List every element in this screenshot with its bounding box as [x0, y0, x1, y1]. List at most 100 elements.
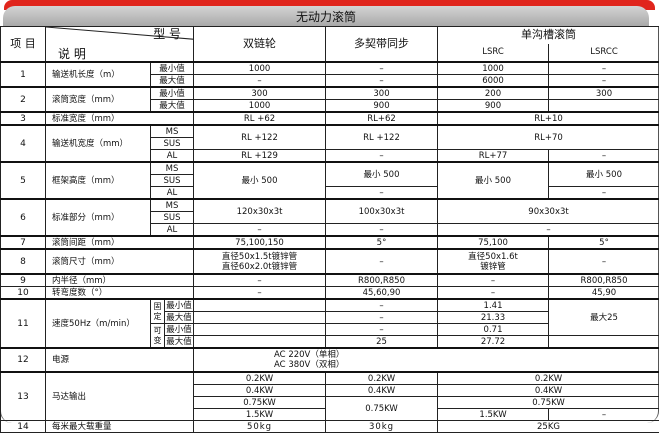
table-row: 1 输送机长度（m） 最小值 1000–1000–	[1, 62, 659, 75]
cell: –	[194, 75, 326, 88]
sub-label: SUS	[151, 138, 194, 150]
header-desc: 说 明	[58, 49, 86, 59]
header-model: 型 号	[153, 29, 181, 39]
cell: 90x30x3t	[438, 199, 659, 224]
cell: 75,100,150	[194, 236, 326, 249]
header-col-double-sprocket: 双链轮	[194, 27, 326, 63]
header-item: 项 目	[1, 27, 46, 63]
cell-line: 直径50x1.5t镀锌管	[194, 252, 325, 262]
row-number: 12	[1, 348, 46, 372]
row-number: 3	[1, 112, 46, 125]
sub-label: MS	[151, 162, 194, 175]
cell-line: AC 220V（单相）	[274, 350, 659, 360]
sub-label: 最大值	[165, 312, 194, 324]
cell: 200	[438, 87, 549, 100]
sub-label: AL	[151, 224, 194, 237]
table-row: 10 转弯度数（°） –45,60,90–45,90	[1, 287, 659, 300]
row-number: 11	[1, 299, 46, 348]
cell: 0.71	[438, 324, 549, 336]
table-row: 8 滚筒尺寸（mm） 直径50x1.5t镀锌管直径60x2.0t镀锌管 – 直径…	[1, 249, 659, 274]
cell: 75,100	[438, 236, 549, 249]
cell: R800,R850	[326, 274, 438, 287]
row-number: 8	[1, 249, 46, 274]
cell: –	[326, 224, 438, 237]
cell: –	[438, 224, 659, 237]
sub-group-label: 固定	[151, 299, 165, 324]
cell: 0.75KW	[194, 397, 326, 409]
cell-line: AC 380V（双相）	[274, 360, 659, 370]
sub-group-label: 可变	[151, 324, 165, 349]
cell-line: 直径60x2.0t镀锌管	[194, 262, 325, 272]
cell: 50kg	[194, 421, 326, 433]
cell: 0.2KW	[194, 372, 326, 385]
sub-label: 最小值	[151, 87, 194, 100]
header-col-lsrcc: LSRCC	[549, 44, 659, 62]
cell: 1.41	[438, 299, 549, 312]
cell: 最大25	[549, 299, 659, 336]
row-label: 滚筒宽度（mm）	[46, 87, 151, 112]
cell: 1.5KW	[194, 409, 326, 421]
cell: 300	[549, 87, 659, 100]
sub-label: 最小值	[151, 62, 194, 75]
cell: –	[549, 62, 659, 75]
cell: –	[326, 249, 438, 274]
row-number: 2	[1, 87, 46, 112]
cell: 120x30x3t	[194, 199, 326, 224]
cell: 最小 500	[549, 162, 659, 187]
cell: RL+77	[438, 150, 549, 163]
sub-label: SUS	[151, 212, 194, 224]
cell: RL+70	[438, 125, 659, 150]
cell: 25	[326, 336, 438, 349]
cell	[549, 100, 659, 113]
row-number: 10	[1, 287, 46, 300]
row-label: 每米最大载重量	[46, 421, 194, 433]
cell: –	[549, 150, 659, 163]
cell: RL +129	[194, 150, 326, 163]
cell: 0.4KW	[326, 385, 438, 397]
cell: –	[549, 187, 659, 200]
cell-line: 镀锌管	[438, 262, 548, 272]
cell: –	[326, 150, 438, 163]
cell: –	[549, 249, 659, 274]
cell: –	[438, 274, 549, 287]
cell	[549, 336, 659, 349]
header-desc-model: 说 明 型 号	[46, 27, 194, 63]
row-number: 5	[1, 162, 46, 199]
cell: R800,R850	[549, 274, 659, 287]
row-label: 滚筒尺寸（mm）	[46, 249, 194, 274]
cell: 900	[438, 100, 549, 113]
row-label: 框架高度（mm）	[46, 162, 151, 199]
sub-label: AL	[151, 150, 194, 163]
cell: 5°	[549, 236, 659, 249]
cell: RL+10	[438, 112, 659, 125]
row-label: 输送机宽度（mm）	[46, 125, 151, 162]
cell: 直径50x1.5t镀锌管直径60x2.0t镀锌管	[194, 249, 326, 274]
cell: 25KG	[438, 421, 659, 433]
cell	[194, 324, 326, 336]
cell: 0.75KW	[326, 397, 438, 421]
row-label: 标准部分（mm）	[46, 199, 151, 236]
cell: RL +62	[194, 112, 326, 125]
sub-label: 最大值	[151, 100, 194, 113]
cell: –	[326, 187, 438, 200]
header-col-lsrc: LSRC	[438, 44, 549, 62]
cell: 0.4KW	[194, 385, 326, 397]
table-row: 12 电源 AC 220V（单相）AC 380V（双相）	[1, 348, 659, 372]
cell: 100x30x3t	[326, 199, 438, 224]
cell	[194, 336, 326, 349]
cell: –	[326, 62, 438, 75]
cell: –	[326, 299, 438, 312]
cell: 6000	[438, 75, 549, 88]
cell: 27.72	[438, 336, 549, 349]
cell: –	[549, 75, 659, 88]
cell: 0.4KW	[438, 385, 659, 397]
cell: –	[326, 312, 438, 324]
cell: –	[194, 287, 326, 300]
